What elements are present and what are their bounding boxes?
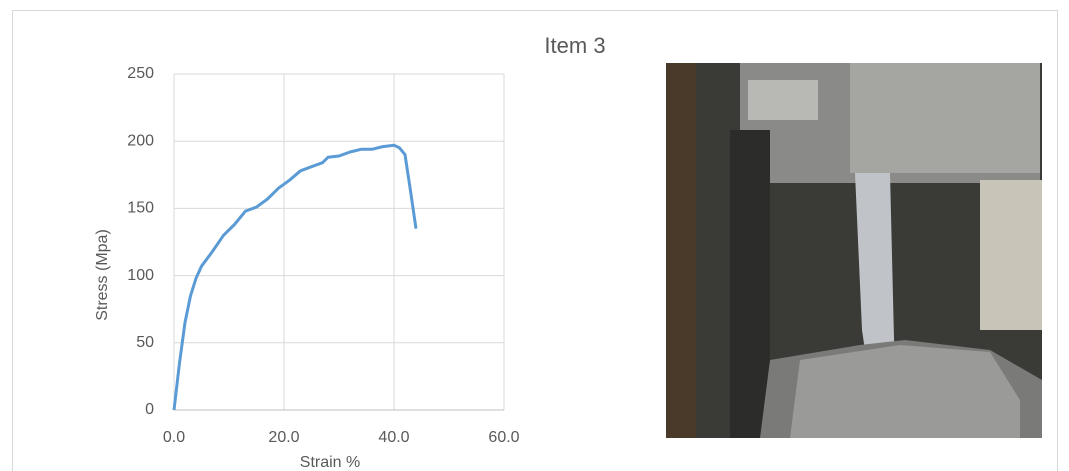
x-tick-label: 0.0 bbox=[163, 429, 185, 446]
y-tick-label: 250 bbox=[127, 65, 154, 82]
y-tick-label: 0 bbox=[145, 401, 154, 418]
chart: Item 3 Strain % Stress (Mpa) 0 50 100 150 20… bbox=[0, 0, 1069, 471]
photo bbox=[666, 63, 1042, 438]
y-tick-label: 100 bbox=[127, 267, 154, 284]
x-tick-label: 60.0 bbox=[488, 429, 519, 446]
y-tick-label: 200 bbox=[127, 132, 154, 149]
x-tick-label: 20.0 bbox=[268, 429, 299, 446]
x-tick-label: 40.0 bbox=[378, 429, 409, 446]
x-axis-label: Strain % bbox=[300, 454, 360, 471]
chart-title: Item 3 bbox=[544, 33, 605, 58]
y-tick-label: 50 bbox=[136, 334, 154, 351]
y-tick-label: 150 bbox=[127, 200, 154, 217]
y-axis-label: Stress (Mpa) bbox=[94, 229, 111, 321]
